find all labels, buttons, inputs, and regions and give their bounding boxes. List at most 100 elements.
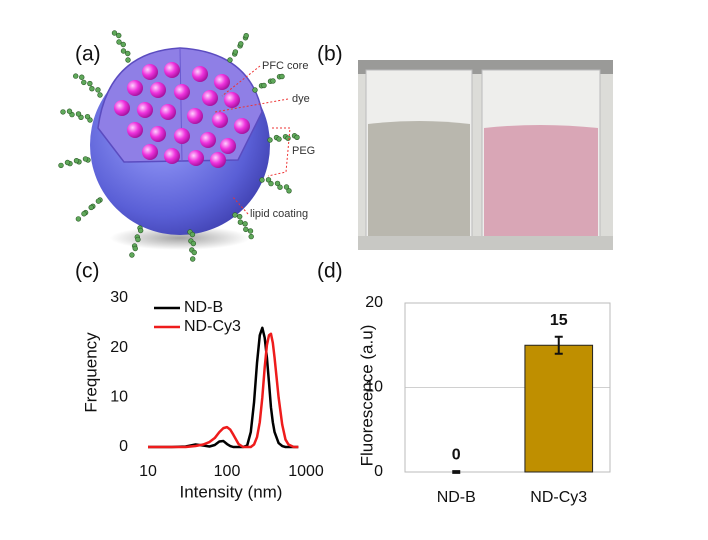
peg-bead — [137, 227, 144, 234]
dye-ball — [114, 100, 130, 116]
diagram-label: dye — [292, 93, 310, 105]
leader — [221, 65, 261, 97]
x-tick-label: ND-B — [437, 489, 476, 506]
y-tick-label: 10 — [110, 389, 128, 406]
dye-ball — [210, 152, 226, 168]
data-label: 15 — [550, 312, 568, 329]
peg-bead — [116, 32, 122, 39]
leader-lines — [214, 65, 291, 215]
peg-bead — [75, 111, 82, 117]
y-tick-label: 0 — [119, 438, 128, 455]
peg-bead — [58, 162, 64, 169]
peg-bead — [95, 87, 101, 93]
peg-bead — [252, 87, 258, 93]
dye-ball — [214, 74, 230, 90]
diagram-label: PEG — [292, 145, 315, 157]
peg-bead — [84, 113, 91, 120]
panel-label: (b) — [317, 43, 343, 66]
peg-bead — [111, 30, 118, 36]
leader — [231, 195, 249, 215]
peg-bead — [72, 73, 79, 79]
peg-bead — [232, 212, 238, 218]
peg-bead — [125, 57, 131, 63]
peg-bead — [135, 236, 141, 243]
peg-bead — [238, 41, 244, 47]
peg-bead — [79, 74, 85, 80]
x-tick-label: 1000 — [288, 463, 324, 480]
peg-bead — [247, 228, 254, 234]
peg-bead — [270, 78, 276, 84]
peg-bead — [237, 219, 244, 225]
series-line — [148, 326, 299, 449]
leader — [267, 127, 291, 177]
peg-bead — [279, 73, 285, 80]
peg-bead — [125, 50, 131, 57]
peg-bead — [243, 226, 249, 233]
data-label: 0 — [452, 446, 461, 463]
dye-ball — [220, 138, 236, 154]
dye-ball — [192, 66, 208, 82]
dye-ball — [127, 80, 143, 96]
leader — [214, 98, 289, 113]
legend-label: ND-Cy3 — [184, 318, 241, 335]
x-tick-label: 100 — [214, 463, 241, 480]
peg-bead — [261, 82, 267, 89]
peg-bead — [267, 137, 273, 143]
dye-ball — [174, 128, 190, 144]
panel-label: (c) — [75, 260, 100, 283]
peg-bead — [66, 108, 73, 114]
liquid — [368, 121, 470, 236]
peg-bead — [64, 159, 71, 166]
peg-bead — [294, 134, 300, 141]
peg-bead — [191, 249, 197, 256]
peg-bead — [274, 180, 281, 187]
x-tick-label: ND-Cy3 — [530, 489, 587, 506]
series-line — [148, 332, 299, 449]
peg-bead — [190, 240, 197, 247]
y-axis-label: Fluorescence (a.u) — [357, 325, 376, 467]
error-bar — [452, 470, 461, 474]
peg-bead — [81, 211, 87, 217]
dye-ball — [150, 126, 166, 142]
y-axis-label: Frequency — [81, 332, 100, 413]
y-tick-label: 20 — [365, 294, 383, 311]
dye-ball — [127, 122, 143, 138]
peg-bead — [87, 80, 93, 87]
x-tick-label: 10 — [139, 463, 157, 480]
peg-bead — [129, 252, 135, 258]
peg-bead — [60, 109, 66, 115]
peg-bead — [120, 48, 127, 54]
dye-ball — [224, 92, 240, 108]
peg-bead — [277, 184, 283, 190]
dye-ball — [202, 90, 218, 106]
diagram — [58, 30, 300, 262]
peg-bead — [132, 245, 138, 252]
peg-bead — [97, 92, 103, 98]
dye-ball — [174, 84, 190, 100]
dye-ball — [164, 62, 180, 78]
peg-bead — [242, 221, 248, 227]
peg-bead — [95, 198, 102, 204]
shadow — [110, 226, 250, 250]
plot-frame — [404, 302, 611, 473]
peg-bead — [120, 41, 126, 48]
dye-ball — [188, 150, 204, 166]
peg-bead — [259, 177, 265, 183]
dye-ball — [160, 104, 176, 120]
peg-bead — [248, 233, 254, 240]
dye-ball — [234, 118, 250, 134]
panel-label: (d) — [317, 260, 343, 283]
dye-ball — [142, 144, 158, 160]
diagram-label: lipid coating — [250, 208, 308, 220]
photo — [358, 60, 613, 250]
liquid — [484, 125, 598, 238]
peg-bead — [283, 184, 290, 190]
photo-bottom — [358, 236, 613, 250]
panel-label: (a) — [75, 43, 101, 66]
peg-bead — [75, 216, 82, 222]
x-axis-label: Intensity (nm) — [180, 482, 283, 501]
diagram-label: PFC core — [262, 60, 308, 72]
dye-ball — [212, 112, 228, 128]
